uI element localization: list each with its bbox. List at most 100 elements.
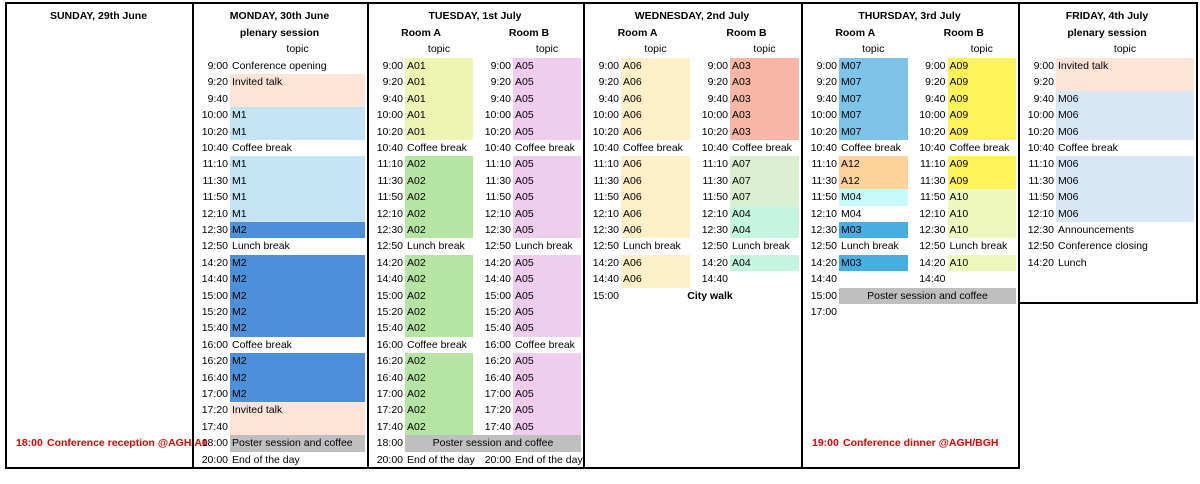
session-cell <box>230 402 365 419</box>
slot-time: 10:40 <box>592 142 619 154</box>
slot-time: 12:30 <box>592 224 619 236</box>
session-cell <box>230 254 365 272</box>
session-label: A09 <box>949 76 969 89</box>
session-cell <box>405 123 473 140</box>
session-label: M06 <box>1058 109 1079 122</box>
topic-header: topic <box>427 43 451 55</box>
session-label: A02 <box>407 158 426 171</box>
slot-time: 15:40 <box>201 322 228 335</box>
session-label: A06 <box>623 273 642 286</box>
session-label: M1 <box>232 191 247 204</box>
session-label: M2 <box>232 306 247 318</box>
session-label: A06 <box>623 207 642 220</box>
session-cell <box>230 74 365 91</box>
slot-time: 11:30 <box>702 174 729 187</box>
session-cell <box>839 156 908 173</box>
slot-time: 11:30 <box>377 174 404 187</box>
slot-time: 9:20 <box>207 76 228 89</box>
slot-time: 9:00 <box>707 60 728 72</box>
slot-time: 11:50 <box>1028 191 1055 204</box>
day-column <box>1018 2 1198 304</box>
session-label: A09 <box>949 158 969 171</box>
slot-time: 11:10 <box>202 158 229 171</box>
session-cell <box>405 386 473 403</box>
session-cell <box>405 304 473 321</box>
slot-time: 16:00 <box>201 338 228 351</box>
slot-time: 12:30 <box>919 224 946 236</box>
session-label: Coffee break <box>407 338 467 351</box>
session-label: Coffee break <box>515 338 575 351</box>
slot-time: 10:00 <box>810 109 837 122</box>
session-label: M06 <box>1058 92 1079 105</box>
slot-time: 12:50 <box>919 240 946 253</box>
slot-time: 14:20 <box>919 256 946 269</box>
session-cell <box>230 353 365 370</box>
session-cell <box>839 287 1016 304</box>
session-label: A05 <box>515 109 534 122</box>
session-cell <box>513 320 581 337</box>
session-cell <box>513 271 581 288</box>
slot-time: 9:00 <box>382 60 403 72</box>
session-cell <box>513 172 581 190</box>
session-label: A05 <box>515 371 534 384</box>
session-label: A05 <box>515 191 534 204</box>
session-cell <box>230 205 365 222</box>
session-label: A02 <box>407 420 426 433</box>
session-cell <box>730 58 799 75</box>
session-label: A05 <box>515 207 534 220</box>
slot-time: 12:10 <box>592 207 619 220</box>
session-cell <box>230 304 365 321</box>
slot-time: 9:00 <box>598 60 619 72</box>
session-cell <box>230 189 365 206</box>
session-cell <box>947 107 1016 124</box>
slot-time: 17:40 <box>484 420 511 433</box>
session-cell <box>730 189 799 206</box>
slot-time: 10:20 <box>592 125 619 138</box>
session-cell <box>513 353 581 370</box>
slot-time: 10:00 <box>592 109 619 122</box>
session-cell <box>513 304 581 321</box>
session-cell <box>405 156 473 173</box>
session-label: A05 <box>515 76 534 89</box>
session-label: M07 <box>841 76 862 89</box>
session-cell <box>405 205 473 222</box>
session-label: Lunch <box>1058 256 1087 269</box>
session-label: A05 <box>515 306 534 318</box>
session-cell <box>947 90 1016 108</box>
slot-time: 10:00 <box>701 109 728 122</box>
session-cell <box>230 369 365 386</box>
slot-time: 17:40 <box>201 420 228 433</box>
slot-time: 11:10 <box>920 158 946 171</box>
session-cell <box>839 123 908 140</box>
session-label: M1 <box>232 125 247 138</box>
session-cell <box>513 205 581 222</box>
topic-header: topic <box>644 43 667 55</box>
slot-time: 10:20 <box>810 125 837 138</box>
slot-time: 18:00 <box>376 437 403 450</box>
session-label: A07 <box>732 191 751 204</box>
slot-time: 9:20 <box>598 76 619 89</box>
slot-time: 12:50 <box>201 240 228 253</box>
slot-time: 14:40 <box>592 273 619 286</box>
session-cell <box>405 74 473 91</box>
session-cell <box>621 90 690 108</box>
session-cell <box>230 271 365 288</box>
session-label: Poster session and coffee <box>432 437 554 450</box>
session-cell <box>230 172 365 190</box>
session-label: Coffee break <box>232 142 292 154</box>
session-label: M1 <box>232 109 247 122</box>
session-label: M04 <box>841 207 862 220</box>
slot-time: 11:30 <box>1028 174 1055 187</box>
slot-time: 9:40 <box>816 92 837 105</box>
session-cell <box>947 74 1016 91</box>
session-cell <box>621 205 690 222</box>
session-cell <box>947 172 1016 190</box>
slot-time: 12:50 <box>592 240 619 253</box>
slot-time: 14:40 <box>810 273 837 286</box>
session-cell <box>621 271 690 288</box>
slot-time: 12:30 <box>201 224 228 236</box>
session-cell <box>230 287 365 304</box>
session-cell <box>513 189 581 206</box>
session-cell <box>730 123 799 140</box>
session-label: A03 <box>732 125 751 138</box>
